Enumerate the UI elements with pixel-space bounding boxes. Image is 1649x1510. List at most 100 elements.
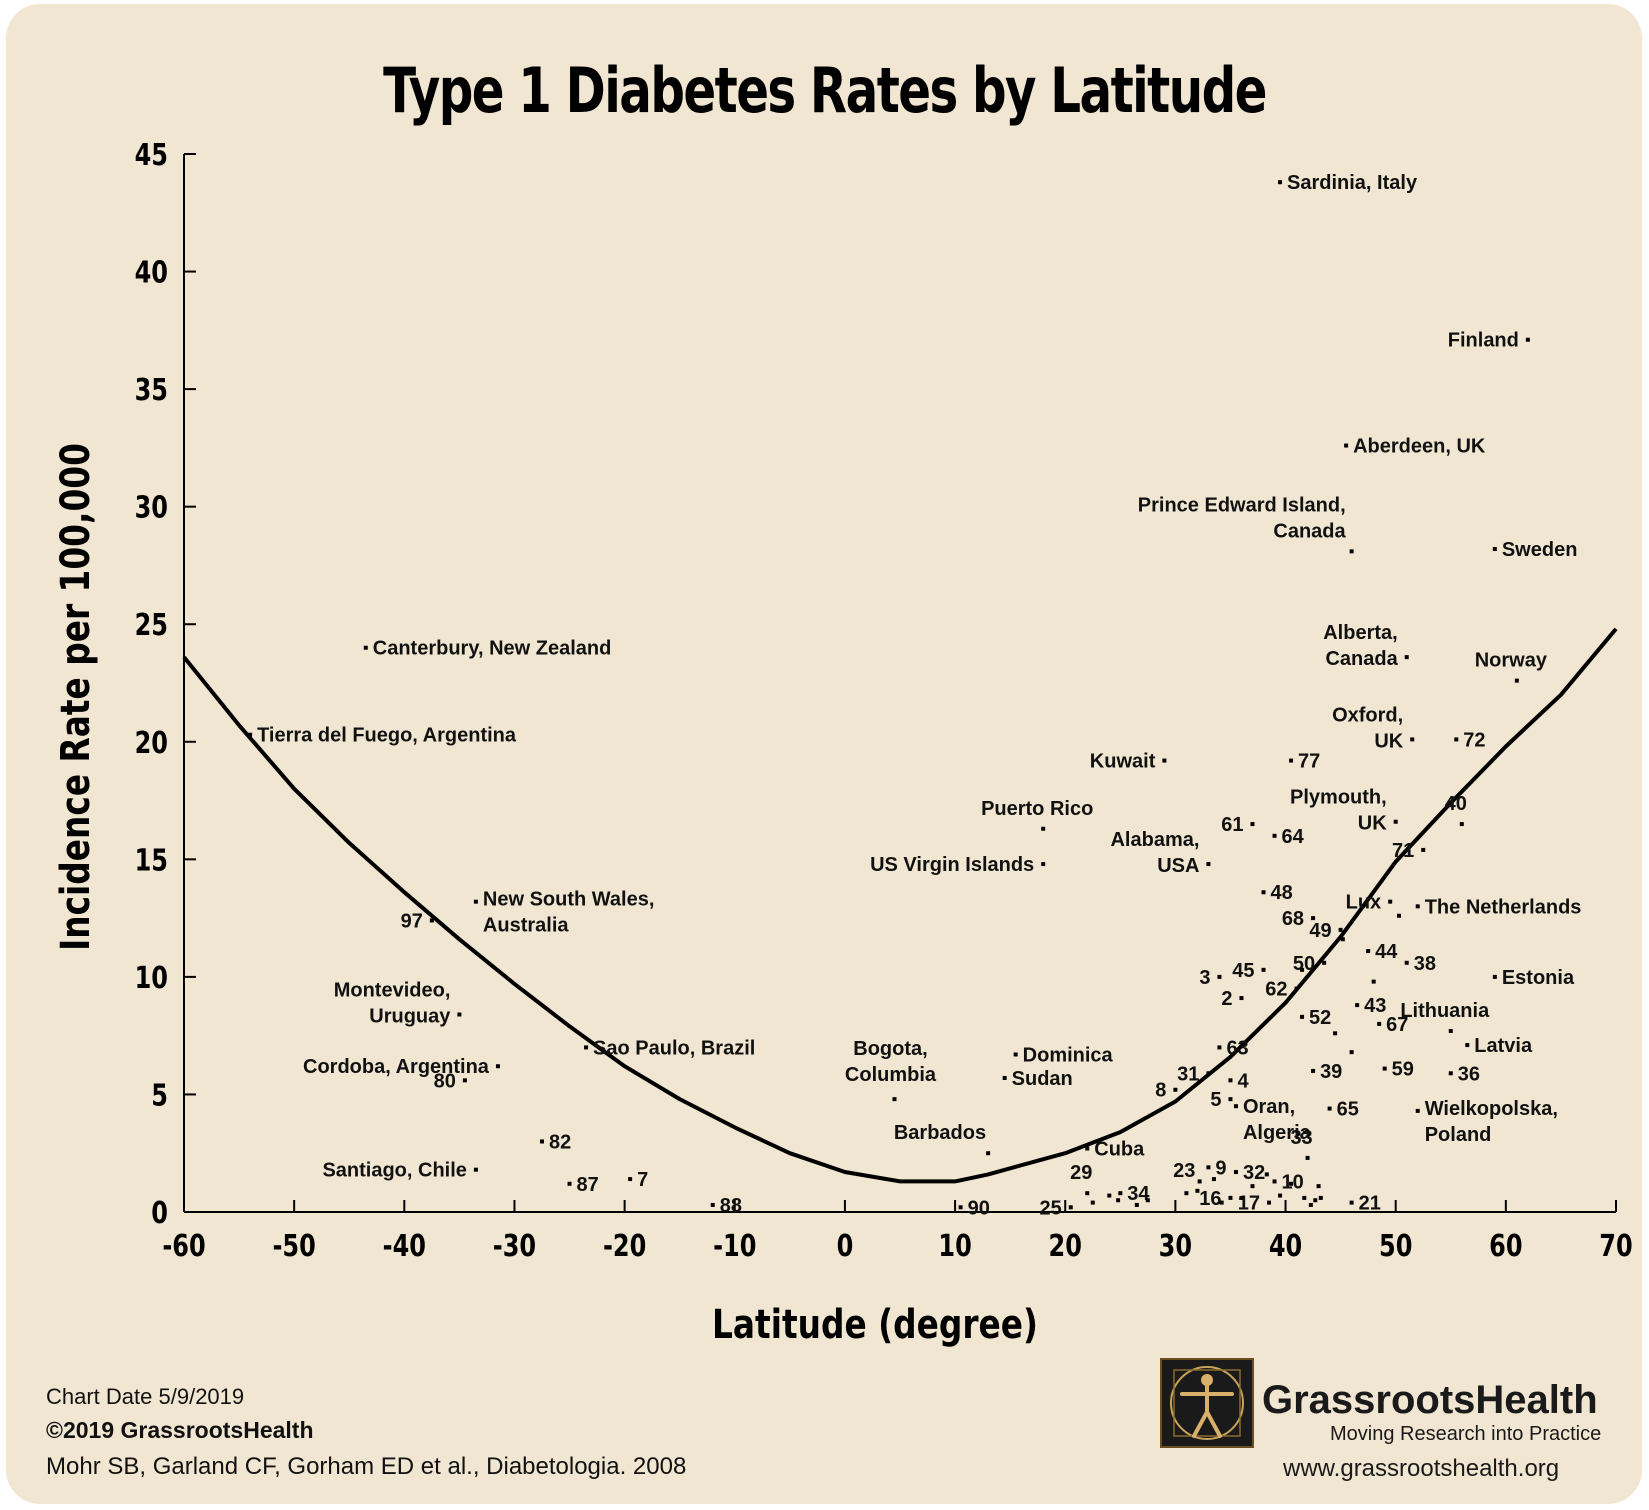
point-label: 5: [1210, 1089, 1221, 1111]
x-tick-label: 40: [1269, 1229, 1302, 1263]
point-label: Latvia: [1474, 1035, 1533, 1057]
point-label: Sweden: [1502, 539, 1578, 561]
point-label-line: 31: [1177, 1063, 1199, 1085]
point-label: 2: [1221, 988, 1232, 1010]
point-label: 38: [1414, 953, 1436, 975]
data-point: [1313, 1198, 1318, 1203]
data-point: [1404, 960, 1409, 965]
point-label-line: Australia: [483, 915, 569, 937]
point-label: 64: [1282, 826, 1305, 848]
point-label-line: Sweden: [1502, 539, 1578, 561]
point-label-line: 43: [1364, 995, 1386, 1017]
data-point: [1041, 826, 1046, 831]
data-point: [1448, 1071, 1453, 1076]
data-point: [1294, 986, 1299, 991]
point-label-line: 21: [1359, 1193, 1381, 1215]
point-label-line: Sao Paulo, Brazil: [593, 1037, 755, 1059]
data-point: [1145, 1198, 1150, 1203]
point-label-line: Sudan: [1012, 1068, 1073, 1090]
x-tick-label: 20: [1049, 1229, 1082, 1263]
point-label-line: Canterbury, New Zealand: [373, 638, 612, 660]
data-point: [958, 1205, 963, 1210]
data-point: [1338, 927, 1343, 932]
x-tick-label: 30: [1159, 1229, 1192, 1263]
chart-title: Type 1 Diabetes Rates by Latitude: [383, 54, 1267, 127]
point-label-line: Finland: [1448, 330, 1519, 352]
point-label-line: 59: [1392, 1059, 1414, 1081]
x-tick-label: -30: [493, 1229, 536, 1263]
point-label: 33: [1290, 1127, 1312, 1149]
point-label: 34: [1127, 1183, 1150, 1205]
point-label-line: Bogota,: [853, 1038, 927, 1060]
data-points: Sardinia, Italy Finland Aberdeen, UK Prince…: [248, 172, 1581, 1219]
data-point: [1393, 819, 1398, 824]
y-tick-label: 20: [135, 726, 168, 760]
data-point: [1316, 1184, 1321, 1189]
point-label-line: 88: [720, 1195, 742, 1217]
point-label-line: 25: [1039, 1197, 1061, 1219]
point-label: Lithuania: [1400, 1000, 1490, 1022]
point-label: 7: [637, 1169, 648, 1191]
x-tick-label: 60: [1489, 1229, 1522, 1263]
x-tick-label: 70: [1599, 1229, 1632, 1263]
data-point: [1228, 1195, 1233, 1200]
x-tick-label: -40: [383, 1229, 426, 1263]
data-point: [1300, 967, 1305, 972]
point-label: 63: [1226, 1037, 1248, 1059]
point-label-line: 3: [1199, 967, 1210, 989]
point-label-line: Uruguay: [369, 1006, 451, 1028]
point-label-line: Tierra del Fuego, Argentina: [257, 725, 517, 747]
y-tick-label: 40: [135, 256, 168, 290]
x-axis-label: Latitude (degree): [712, 1302, 1038, 1348]
point-label-line: 23: [1173, 1160, 1195, 1182]
brand-url[interactable]: www.grassrootshealth.org: [1283, 1455, 1560, 1482]
point-label: 29: [1070, 1162, 1092, 1184]
data-point: [1090, 1200, 1095, 1205]
point-label-line: 4: [1237, 1070, 1249, 1092]
data-point: [1261, 890, 1266, 895]
point-label: 23: [1173, 1160, 1195, 1182]
point-label: 61: [1221, 814, 1243, 836]
data-point: [1233, 1170, 1238, 1175]
point-label: 52: [1309, 1007, 1331, 1029]
y-tick-label: 35: [135, 374, 168, 408]
point-label-line: 29: [1070, 1162, 1092, 1184]
data-point: [1261, 967, 1266, 972]
point-label-line: 2: [1221, 988, 1232, 1010]
point-label: The Netherlands: [1425, 896, 1582, 918]
citation: Mohr SB, Garland CF, Gorham ED et al., D…: [46, 1453, 687, 1480]
point-label: Sao Paulo, Brazil: [593, 1037, 755, 1059]
point-label-line: 82: [549, 1131, 571, 1153]
point-label-line: 65: [1337, 1099, 1359, 1121]
point-label-line: USA: [1157, 855, 1199, 877]
x-tick-label: -20: [603, 1229, 646, 1263]
point-label: Dominica: [1023, 1044, 1114, 1066]
point-label: 62: [1265, 979, 1287, 1001]
data-point: [473, 899, 478, 904]
data-point: [1085, 1191, 1090, 1196]
point-label: 31: [1177, 1063, 1199, 1085]
point-label-line: 45: [1232, 960, 1254, 982]
point-label: 97: [401, 910, 423, 932]
data-point: [1041, 862, 1046, 867]
data-point: [1211, 1177, 1216, 1182]
point-label-line: 90: [968, 1197, 990, 1219]
point-label: Norway: [1475, 650, 1548, 672]
point-label: Plymouth, UK: [1290, 787, 1387, 835]
point-label-line: Canada: [1273, 520, 1346, 542]
point-label-line: Lux: [1346, 892, 1382, 914]
data-point: [1002, 1075, 1007, 1080]
data-point: [1366, 949, 1371, 954]
x-tick-label: -10: [713, 1229, 756, 1263]
x-tick-label: 50: [1379, 1229, 1412, 1263]
point-label: Finland: [1448, 330, 1519, 352]
point-label-line: 16: [1199, 1188, 1221, 1210]
point-label-line: UK: [1358, 813, 1387, 835]
data-point: [1250, 1184, 1255, 1189]
point-label-line: Prince Edward Island,: [1138, 494, 1346, 516]
y-tick-label: 45: [135, 138, 168, 172]
data-point: [1308, 1202, 1313, 1207]
data-point: [1454, 737, 1459, 742]
point-label-line: 34: [1127, 1183, 1150, 1205]
